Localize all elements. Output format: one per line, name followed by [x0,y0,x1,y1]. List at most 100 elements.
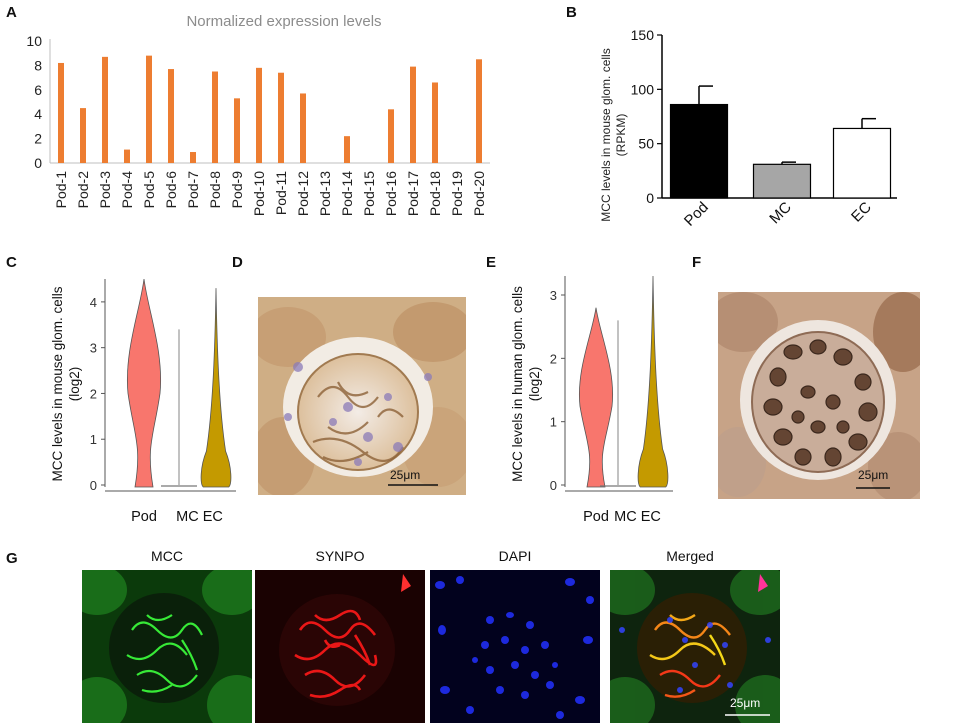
chart-b-xtick: Pod [681,199,712,230]
chart-a-bar [212,71,218,163]
chart-a-xtick: Pod-12 [295,171,311,216]
chart-c: MCC levels in mouse glom. cells (log2) 0… [50,278,236,525]
chart-a-bar [256,67,262,163]
scale-bar-label-f: 25μm [858,468,889,482]
fluor-synpo-svg [255,570,425,723]
chart-e-xtick-pod: Pod [583,509,609,525]
chart-e-ytick: 3 [550,288,557,303]
chart-c-xtick-pod: Pod [131,509,157,525]
chart-a-bar [476,59,482,163]
chart-a-xtick: Pod-17 [405,171,421,216]
chart-a-bar [278,72,284,163]
panel-label-a: A [6,4,17,21]
chart-b-ylabel: MCC levels in mouse glom. cells [599,48,613,221]
fluor-title-mcc: MCC [151,548,183,564]
chart-a-xtick: Pod-18 [427,171,443,216]
fluor-title-merged: Merged [666,548,714,564]
chart-c-ytick: 2 [90,386,97,401]
chart-a-xtick: Pod-19 [449,171,465,216]
chart-e-xtick-mcec: MC EC [614,509,661,525]
chart-c-xtick-mcec: MC EC [176,509,223,525]
panel-label-b: B [566,4,577,21]
micrograph-f-image [718,292,920,499]
chart-a-xtick: Pod-3 [97,171,113,209]
chart-a-xtick: Pod-13 [317,171,333,216]
fluor-merged-svg [610,570,780,723]
chart-e-violin-ec [637,275,669,488]
chart-a-bar [388,109,394,163]
chart-a-xtick: Pod-16 [383,171,399,216]
chart-a-bar [168,69,174,163]
chart-a-bar [80,108,86,163]
chart-a-bar [58,62,64,163]
chart-a-xtick: Pod-2 [75,171,91,209]
chart-a-bar [410,66,416,163]
chart-a-bar [234,98,240,163]
panel-label-c: C [6,254,17,271]
chart-e: MCC levels in human glom. cells (log2) 0… [510,275,673,525]
fluor-dapi-svg [430,570,600,723]
panel-label-e: E [486,254,497,271]
chart-b-bar [669,103,729,199]
chart-a-bar [146,55,152,163]
chart-c-ytick: 1 [90,432,97,447]
chart-c-violin-pod [126,278,162,488]
chart-b-ytick: 50 [638,136,654,152]
chart-b-ylabel-unit: (RPKM) [614,114,628,157]
chart-b-bar [752,163,812,199]
fluor-title-synpo: SYNPO [315,548,365,564]
chart-a-xtick: Pod-4 [119,171,135,209]
chart-a-xtick: Pod-6 [163,171,179,209]
fluor-image-dapi [430,570,600,723]
micrograph-f: 25μm [718,292,920,499]
chart-a-bar [102,56,108,163]
chart-b-ytick: 100 [631,81,655,97]
chart-b-ytick: 150 [631,27,655,43]
chart-a-xtick: Pod-8 [207,171,223,209]
fluor-image-mcc [82,570,252,723]
chart-a-bar [432,82,438,163]
chart-e-violin-pod [578,307,614,488]
chart-a-xtick: Pod-14 [339,171,355,216]
fluor-title-dapi: DAPI [498,548,532,564]
chart-b: MCC levels in mouse glom. cells (RPKM) 0… [599,27,897,230]
chart-e-ytick: 2 [550,351,557,366]
chart-a-title: Normalized expression levels [186,13,381,30]
chart-a-xtick: Pod-9 [229,171,245,209]
chart-e-ylabel: MCC levels in human glom. cells [510,286,525,482]
chart-c-ylabel: MCC levels in mouse glom. cells [50,286,65,481]
chart-e-ytick: 0 [550,478,557,493]
micrograph-d: 25μm [258,297,466,495]
chart-a-xtick: Pod-1 [53,171,69,209]
chart-a-bar [190,152,196,163]
chart-c-ytick: 3 [90,341,97,356]
scale-bar-label-d: 25μm [390,468,421,482]
chart-c-ylabel-unit: (log2) [67,367,82,402]
chart-a-xtick: Pod-20 [471,171,487,216]
chart-b-xtick: EC [848,199,875,226]
scale-bar-label-g: 25μm [730,696,761,710]
chart-a-ytick: 10 [26,33,42,49]
chart-a-ytick: 4 [34,106,42,122]
chart-b-ytick: 0 [646,190,654,206]
chart-e-ylabel-unit: (log2) [527,367,542,402]
chart-e-ytick: 1 [550,415,557,430]
chart-c-ytick: 4 [90,295,97,310]
chart-c-ytick: 0 [90,478,97,493]
chart-a-bar [124,149,130,163]
chart-c-violin-ec [200,288,232,488]
micrograph-d-image [258,297,466,495]
fluor-image-merged: 25μm [610,570,780,723]
fluor-image-synpo [255,570,425,723]
panel-label-d: D [232,254,243,271]
chart-a-xtick: Pod-7 [185,171,201,209]
chart-a-ytick: 8 [34,57,42,73]
chart-a-xtick: Pod-15 [361,171,377,216]
fluor-mcc-svg [82,570,252,723]
panel-label-f: F [692,254,702,271]
chart-a-bar [300,93,306,163]
chart-a-xtick: Pod-11 [273,171,289,215]
chart-a-ytick: 2 [34,131,42,147]
chart-a-xtick: Pod-5 [141,171,157,209]
chart-a-bar [344,136,350,163]
